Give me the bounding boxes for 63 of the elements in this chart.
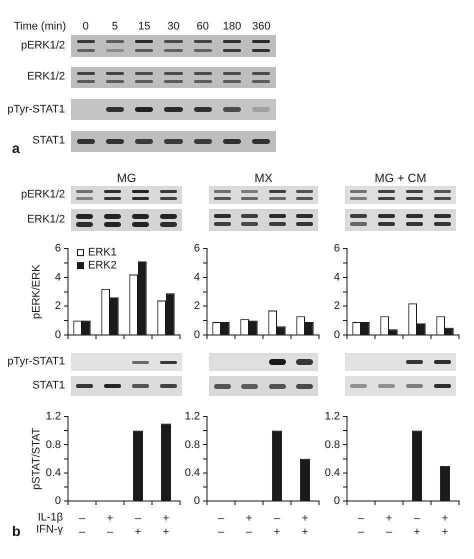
x-tick-label: – – <box>78 512 86 538</box>
text: IFN-γ <box>36 524 63 536</box>
y-tick-label: 0 <box>194 495 200 508</box>
category-label: 5 <box>112 20 118 32</box>
y-tick-label: 0 <box>194 329 200 342</box>
y-tick-label: 0.8 <box>46 438 61 451</box>
x-tick-label: + – <box>386 512 393 538</box>
chart-title: MX <box>254 171 272 185</box>
y-tick-label: 0.4 <box>184 466 200 479</box>
legend-label: ERK1 <box>88 246 117 259</box>
y-tick-label: 6 <box>194 242 200 255</box>
x-tick-label: + + <box>162 512 170 538</box>
y-tick-label: 4 <box>334 271 340 284</box>
x-tick-label: + – <box>246 512 253 538</box>
y-tick-label: 0.8 <box>184 438 200 451</box>
category-label: 180 <box>222 20 242 32</box>
x-tick-label: – + <box>274 512 281 538</box>
y-tick-label: 0 <box>54 495 61 508</box>
y-tick-label: 2 <box>194 300 200 312</box>
y-axis-title: pERK/ERK <box>30 264 43 320</box>
category-label: 15 <box>138 20 150 32</box>
x-tick-label: + + <box>302 512 308 538</box>
y-tick-label: 0 <box>334 495 340 508</box>
legend-label: ERK2 <box>88 260 117 272</box>
chart-title: MG <box>116 171 136 185</box>
chart-title: MG + CM <box>374 171 426 185</box>
text: pERK1/2 <box>20 188 65 200</box>
text: pTyr-STAT1 <box>7 356 65 368</box>
text: ERK1/2 <box>27 214 65 226</box>
text: Time (min) <box>14 20 66 32</box>
category-label: 360 <box>252 20 271 32</box>
x-tick-label: – – <box>218 512 225 538</box>
y-axis-title: pSTAT/STAT <box>30 427 43 490</box>
y-tick-label: 0.8 <box>324 438 340 451</box>
y-tick-label: 2 <box>54 300 61 312</box>
x-tick-label: + – <box>106 512 114 538</box>
x-tick-label: – + <box>134 512 142 538</box>
text: pERK1/2 <box>20 40 65 52</box>
text: a <box>12 140 20 156</box>
text: pTyr-STAT1 <box>7 104 65 116</box>
text: b <box>12 523 21 539</box>
y-tick-label: 1.2 <box>46 410 61 423</box>
x-tick-label: + + <box>442 512 448 538</box>
x-tick-label: – – <box>358 512 365 538</box>
text: STAT1 <box>32 134 65 146</box>
text: STAT1 <box>32 380 65 392</box>
y-tick-label: 0 <box>54 329 61 342</box>
category-label: 60 <box>196 20 209 32</box>
y-tick-label: 4 <box>194 271 200 284</box>
y-tick-label: 2 <box>334 300 340 312</box>
text: IL-1β <box>38 512 63 524</box>
y-tick-label: 0.4 <box>324 466 340 479</box>
category-label: 30 <box>167 20 180 32</box>
text: ERK1/2 <box>27 70 65 82</box>
y-tick-label: 0 <box>334 329 340 342</box>
x-tick-label: – + <box>414 512 421 538</box>
y-tick-label: 6 <box>54 242 61 255</box>
y-tick-label: 0.4 <box>46 466 61 479</box>
y-tick-label: 4 <box>54 271 61 284</box>
y-tick-label: 1.2 <box>184 410 200 423</box>
category-label: 0 <box>82 20 89 32</box>
y-tick-label: 6 <box>334 242 340 255</box>
y-tick-label: 1.2 <box>324 410 340 423</box>
